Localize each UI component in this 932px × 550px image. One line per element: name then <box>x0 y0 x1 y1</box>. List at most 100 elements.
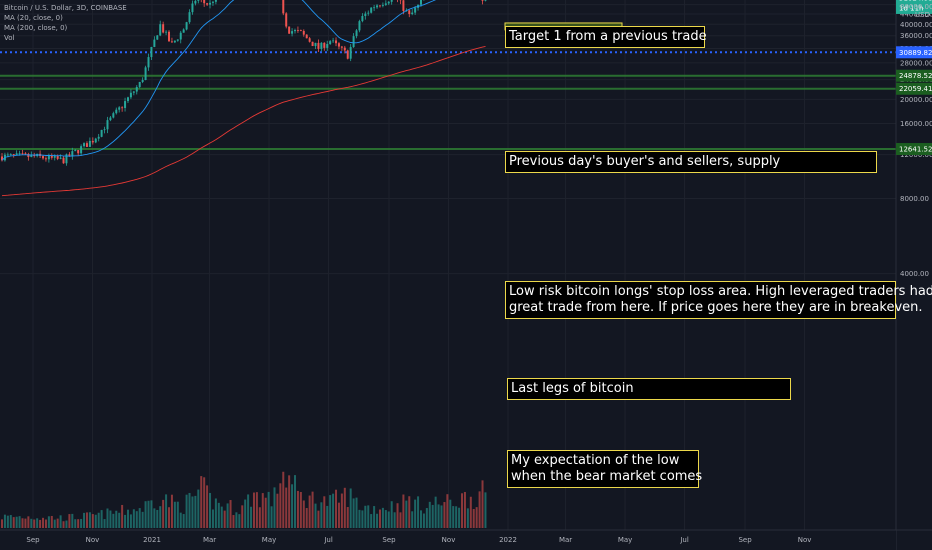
volume-bar <box>1 519 3 528</box>
volume-bar <box>390 501 393 528</box>
price-axis-unit: 80000.00 USD <box>900 3 932 19</box>
candle-body <box>24 153 27 155</box>
candle-body <box>294 30 296 32</box>
candle-body <box>358 21 361 31</box>
annotation-last-legs[interactable]: Last legs of bitcoin <box>507 378 791 400</box>
price-badge-label: 22059.41 <box>899 85 932 93</box>
volume-bar <box>370 514 373 528</box>
volume-bar <box>42 517 45 528</box>
time-axis-panel[interactable] <box>0 530 896 550</box>
price-badge-label: 1d 11h <box>899 4 923 12</box>
candle-body <box>414 7 417 13</box>
time-tick-label: May <box>262 536 276 544</box>
volume-bar <box>6 515 9 528</box>
ma20-legend[interactable]: MA (20, close, 0) <box>4 14 63 22</box>
candle-body <box>299 30 302 31</box>
volume-bar <box>176 501 179 528</box>
time-tick-label: Sep <box>382 536 396 544</box>
candle-body <box>173 40 176 43</box>
volume-bar <box>296 490 299 528</box>
volume-bar <box>191 496 194 528</box>
annotation-low[interactable]: My expectation of the low when the bear … <box>507 450 703 488</box>
volume-legend[interactable]: Vol <box>4 34 15 42</box>
candle-body <box>484 0 487 1</box>
price-badge <box>896 1 932 14</box>
symbol-title[interactable]: Bitcoin / U.S. Dollar, 3D, COINBASE <box>4 4 127 12</box>
volume-bar <box>446 494 449 528</box>
volume-bar <box>302 500 305 528</box>
price-badge-label: 51024.08 <box>899 0 932 2</box>
candle-body <box>352 36 355 48</box>
volume-bar <box>463 491 466 528</box>
annotation-supply[interactable]: Previous day's buyer's and sellers, supp… <box>505 151 877 173</box>
volume-bar <box>97 512 100 528</box>
volume-bar <box>288 475 291 528</box>
candle-body <box>408 10 411 15</box>
candle-body <box>384 3 387 5</box>
candle-body <box>162 24 165 33</box>
candle-body <box>132 91 135 93</box>
candle-body <box>376 5 379 8</box>
volume-bar <box>481 480 484 528</box>
candle-body <box>156 35 159 40</box>
volume-bar <box>384 510 387 528</box>
volume-bar <box>323 496 326 528</box>
volume-bar <box>282 471 285 528</box>
volume-bar <box>402 494 405 528</box>
annotation-low-line2: when the bear market comes <box>511 469 703 484</box>
volume-bar <box>340 493 343 528</box>
volume-bar <box>170 494 173 528</box>
price-badge <box>896 143 932 156</box>
volume-bar <box>285 487 288 528</box>
price-tick-label: 36000.00 <box>900 32 932 40</box>
candle-body <box>335 40 338 44</box>
candle-body <box>112 113 115 118</box>
chart-legend: Bitcoin / U.S. Dollar, 3D, COINBASE MA (… <box>4 3 127 43</box>
volume-bar <box>194 495 197 528</box>
candle-body <box>305 34 308 39</box>
moving-averages <box>1 0 486 197</box>
candle-body <box>176 39 179 41</box>
candle-body <box>191 3 194 13</box>
candle-body <box>88 140 91 147</box>
price-tick-label: 4000.00 <box>900 270 929 278</box>
volume-bar <box>238 514 241 528</box>
volume-bar <box>156 509 159 528</box>
candle-body <box>47 155 50 160</box>
volume-bar <box>109 510 112 528</box>
volume-bar <box>206 485 209 528</box>
volume-bar <box>83 512 86 528</box>
grid-lines <box>0 0 896 530</box>
volume-bar <box>373 506 376 528</box>
volume-bar <box>182 514 185 528</box>
price-tick-label: 40000.00 <box>900 21 932 29</box>
volume-bar <box>276 493 279 528</box>
volume-bar <box>261 493 264 528</box>
volume-bar <box>85 512 88 528</box>
annotation-longs[interactable]: Low risk bitcoin longs' stop loss area. … <box>505 281 932 319</box>
ma200-legend[interactable]: MA (200, close, 0) <box>4 24 68 32</box>
time-tick-label: Nov <box>86 536 100 544</box>
price-levels <box>0 51 896 151</box>
time-tick-label: Sep <box>738 536 752 544</box>
volume-bar <box>326 505 329 528</box>
volume-bar <box>235 512 238 528</box>
volume-bar <box>47 516 50 528</box>
time-tick-label: Nov <box>442 536 456 544</box>
price-tick-label: 16000.00 <box>900 120 932 128</box>
volume-bar <box>332 493 335 528</box>
volume-bar <box>381 507 384 528</box>
time-tick-label: May <box>618 536 632 544</box>
candle-body <box>9 154 12 155</box>
time-tick-label: Sep <box>26 536 40 544</box>
price-badge-label: 30889.82 <box>899 49 932 57</box>
candle-body <box>21 153 24 155</box>
candle-body <box>314 42 317 47</box>
candle-body <box>373 7 376 9</box>
volume-bar <box>103 519 106 528</box>
candle-body <box>291 31 294 34</box>
candle-body <box>185 22 188 30</box>
annotation-target[interactable]: Target 1 from a previous trade <box>505 26 707 48</box>
candle-body <box>170 41 173 43</box>
